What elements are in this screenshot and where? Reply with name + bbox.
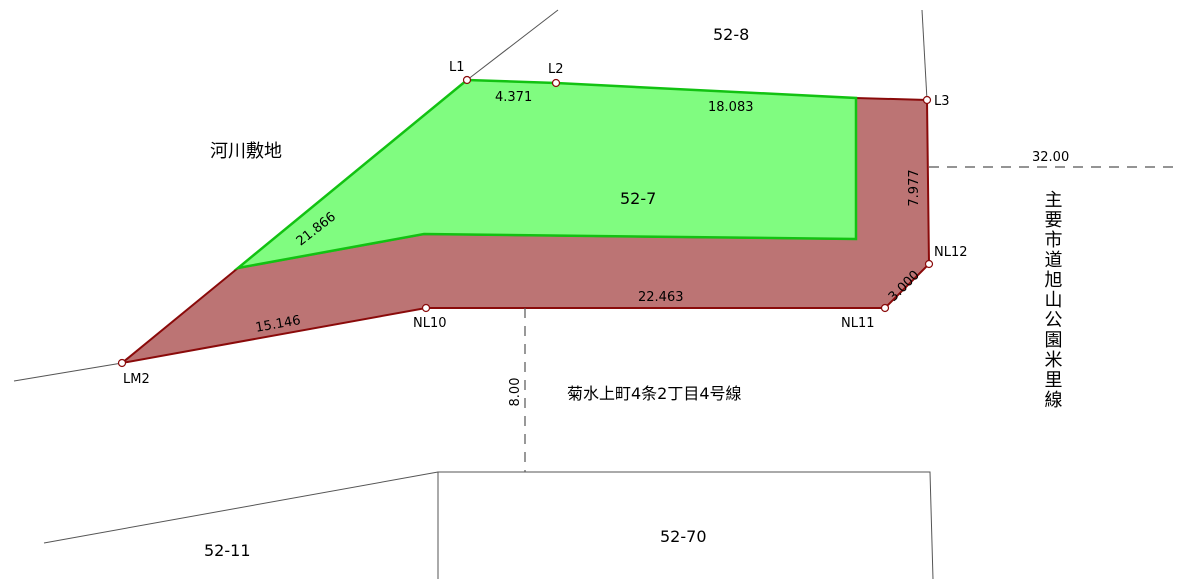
boundary-line-nw	[466, 9, 559, 81]
point-label-L3: L3	[934, 94, 950, 109]
point-label-NL10: NL10	[413, 316, 447, 331]
dim-NL10-NL11: 22.463	[638, 290, 684, 305]
point-marker-NL12	[924, 259, 934, 269]
point-label-L1: L1	[449, 60, 465, 75]
dim-road-east-width: 32.00	[1032, 150, 1069, 165]
point-marker-LM2	[117, 358, 127, 368]
boundary-line-ne	[921, 9, 928, 101]
dim-NL12-L3: 7.977	[907, 169, 922, 206]
parcel-label-52-11: 52-11	[204, 541, 251, 560]
point-label-NL11: NL11	[841, 316, 875, 331]
point-marker-L2	[551, 78, 561, 88]
boundary-line-sw	[13, 362, 123, 382]
parcel-label-52-8: 52-8	[713, 25, 749, 44]
point-marker-L1	[462, 75, 472, 85]
road-south-name: 菊水上町4条2丁目4号線	[567, 384, 742, 403]
lot-52-70-boundary	[437, 471, 934, 579]
point-marker-NL11	[880, 303, 890, 313]
point-marker-L3	[922, 95, 932, 105]
dim-L1-L2: 4.371	[495, 90, 532, 105]
parcel-label-52-70: 52-70	[660, 527, 707, 546]
road-east-name: 主要市道旭山公園米里線	[1042, 190, 1063, 410]
parcel-label-52-7: 52-7	[620, 189, 656, 208]
point-label-LM2: LM2	[123, 372, 150, 387]
lot-52-11-boundary	[43, 471, 439, 544]
dim-road-south-width: 8.00	[508, 378, 523, 407]
point-label-NL12: NL12	[934, 245, 968, 260]
river-land-label: 河川敷地	[210, 141, 282, 162]
point-marker-NL10	[421, 303, 431, 313]
dim-L2-L3: 18.083	[708, 100, 754, 115]
point-label-L2: L2	[548, 62, 564, 77]
